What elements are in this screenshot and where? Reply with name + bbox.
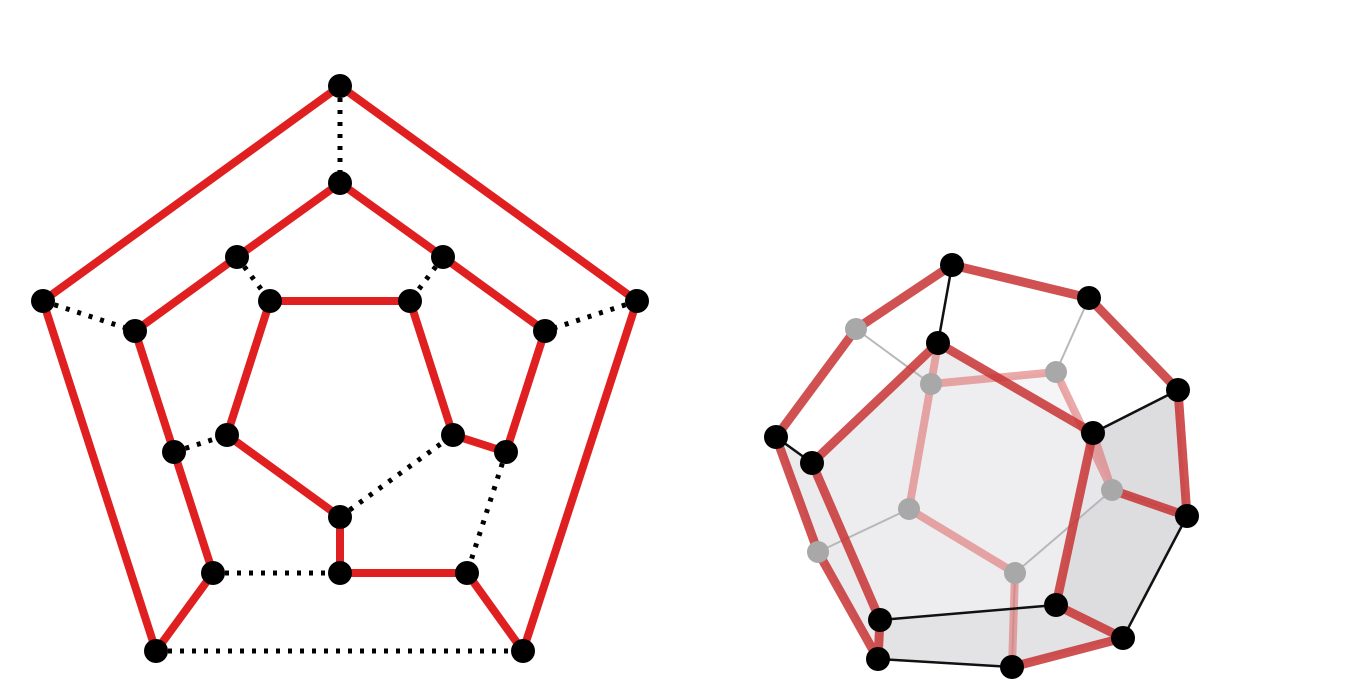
- vertex: [625, 289, 649, 313]
- vertex: [1077, 286, 1101, 310]
- vertex: [511, 639, 535, 663]
- vertex: [328, 505, 352, 529]
- vertex: [800, 451, 824, 475]
- edge: [855, 328, 932, 385]
- vertex: [123, 319, 147, 343]
- vertex: [225, 245, 249, 269]
- edge: [879, 603, 1057, 622]
- vertex: [398, 289, 422, 313]
- edge: [817, 508, 910, 553]
- vertex: [441, 423, 465, 447]
- vertex: [845, 318, 867, 340]
- vertices: [31, 74, 649, 663]
- edge: [408, 255, 445, 303]
- hamiltonian-cycle: [771, 260, 1192, 672]
- vertex: [328, 171, 352, 195]
- vertex: [201, 561, 225, 585]
- vertex: [455, 561, 479, 585]
- edge: [1014, 489, 1113, 574]
- vertex: [940, 253, 964, 277]
- vertex: [215, 423, 239, 447]
- edge: [235, 255, 272, 303]
- edge: [544, 298, 638, 334]
- hidden-vertices: [807, 318, 1123, 584]
- faces: [776, 343, 1187, 667]
- face: [909, 372, 1112, 573]
- vertex: [807, 541, 829, 563]
- vertex: [920, 373, 942, 395]
- vertex: [533, 319, 557, 343]
- vertex: [494, 440, 518, 464]
- vertex: [258, 289, 282, 313]
- vertex: [431, 245, 455, 269]
- edge: [1121, 515, 1189, 639]
- edge: [464, 451, 509, 574]
- vertex: [1081, 421, 1105, 445]
- vertex: [926, 331, 950, 355]
- non-cycle-edges: [42, 86, 638, 654]
- vertex: [1044, 593, 1068, 617]
- vertex: [328, 74, 352, 98]
- dodecahedron-3d: [764, 253, 1199, 679]
- vertex: [144, 639, 168, 663]
- vertex: [764, 425, 788, 449]
- edge: [338, 432, 455, 520]
- vertex: [1045, 361, 1067, 383]
- vertex: [898, 498, 920, 520]
- edge: [936, 264, 954, 344]
- edge: [1055, 297, 1090, 373]
- edge: [877, 657, 1013, 669]
- edge: [42, 298, 136, 334]
- vertices: [764, 253, 1199, 679]
- vertex: [1175, 504, 1199, 528]
- vertex: [1166, 378, 1190, 402]
- edge: [173, 432, 228, 455]
- edge: [1092, 388, 1179, 435]
- vertex: [1101, 479, 1123, 501]
- vertex: [1004, 562, 1026, 584]
- schlegel-diagram: [31, 74, 649, 663]
- vertex: [866, 647, 890, 671]
- vertex: [868, 608, 892, 632]
- vertex: [328, 561, 352, 585]
- vertex: [31, 289, 55, 313]
- vertex: [162, 440, 186, 464]
- vertex: [1000, 655, 1024, 679]
- vertex: [1111, 626, 1135, 650]
